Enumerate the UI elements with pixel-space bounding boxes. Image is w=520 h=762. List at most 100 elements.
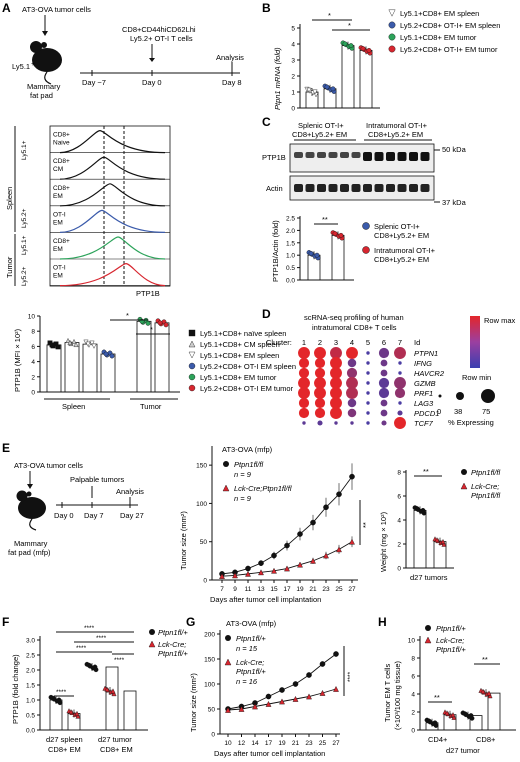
expression-dot [330,397,342,409]
expression-dot [330,377,342,389]
gene-label: IFNG [414,359,432,368]
day-label: Day 8 [222,78,242,87]
x-label: d27 spleen [46,735,83,744]
expression-dot [366,381,370,385]
actin-band [317,184,326,192]
data-point [336,546,342,553]
bar [469,715,483,731]
y-tick-label: 5 [291,26,295,33]
band-label: Actin [266,184,283,193]
data-point [450,712,456,718]
actin-band [409,184,418,192]
actin-band [351,184,361,192]
legend-marker [388,9,396,17]
data-point [258,560,264,566]
legend-label: Lck-Cre; [471,482,499,491]
y-tick-label: 100 [204,682,215,689]
x-tick-label: 21 [292,740,300,747]
host-label: Ly5.1 [12,62,30,71]
data-point [265,693,272,700]
expression-dot [350,421,354,425]
y-tick-label: 150 [196,463,207,470]
legend-label: Ptpn1fl/+ [158,628,188,637]
growth-lines [225,651,339,713]
panel-letter: G [186,615,195,629]
bar [105,666,119,731]
bar [359,50,373,109]
legend-marker [224,658,232,666]
day-label: Day 0 [54,511,74,520]
sig-star: ** [423,467,429,476]
band-label: PTP1B [262,153,286,162]
legend-label: Ptpn1fl/fl [471,468,501,477]
expression-dot [397,410,403,416]
expression-dot [380,409,388,417]
data-point [319,661,326,667]
y-axis-label: PTP1B (fold change) [11,654,20,724]
expression-dot [378,377,390,389]
data-point [349,538,355,545]
expression-dot [366,391,370,395]
y-ticks: 0 1 2 3 4 5 [291,26,300,113]
y-tick-label: 6 [397,494,401,501]
bars [424,687,501,731]
data-point [333,651,339,657]
series-name: Ptpn1fl/+ [236,667,266,676]
data-point [441,541,447,547]
expression-dot [330,387,342,399]
legend-label: Ly5.1+CD8+ EM tumor [200,373,277,382]
x-tick-label: 19 [296,586,304,593]
data-point [258,569,264,576]
ptp1b-band [305,152,315,158]
sig-star: **** [84,625,95,632]
legend-marker [362,246,370,254]
x-tick-label: 25 [319,740,327,747]
color-scale-min: Row min [462,373,491,382]
expression-dot [314,367,326,379]
cluster-number: 3 [334,338,338,347]
data-point [312,89,318,95]
legend-marker [460,482,468,490]
legend-label: Ly5.2+CD8+ OT-I EM spleen [200,362,296,371]
y-tick-label: 10 [28,314,36,321]
y-tick-label: 0 [411,728,415,735]
expression-dot [330,347,342,359]
expression-dot [366,421,370,425]
bar [413,509,427,569]
y-tick-label: 200 [204,632,215,639]
data-point [314,252,320,258]
x-tick-label: 27 [332,740,340,747]
x-tick-label: 25 [335,586,343,593]
row-label: CD8+ [53,158,70,165]
data-point [103,351,109,357]
actin-band [340,184,349,192]
legend-label: Lck-Cre; [436,636,464,645]
x-tick-label: 11 [245,586,252,593]
header: CD8+Ly5.2+ EM [292,130,347,139]
panel-letter: C [262,115,271,129]
y-tick-label: 100 [196,501,207,508]
actin-band [420,184,430,192]
sig-star: * [126,311,129,320]
panel-c: C Splenic OT-I+ CD8+Ly5.2+ EM Intratumor… [262,115,467,285]
y-tick-label: 50 [208,707,216,714]
data-point [306,672,312,678]
legend-label: Ly5.1+CD8+ naïve spleen [200,329,286,338]
x-tick-label: 10 [224,740,232,747]
legend-marker [222,484,230,492]
row-label: CD8+ [53,238,70,245]
x-label: CD8+ [476,735,496,744]
expression-dot [317,420,323,426]
legend-label: Ptpn1fl/+ [158,649,188,658]
histogram-curve [59,156,166,180]
bars [48,661,137,731]
data-point [451,714,457,720]
y-tick-label: 1.5 [286,240,295,247]
y-ticks: 0.0 0.5 1.0 1.5 2.0 2.5 [286,216,300,285]
series-n: n = 9 [234,470,252,479]
data-point [74,710,80,716]
data-point [480,688,486,694]
chart-title: AT3-OVA (mfp) [226,619,277,628]
expression-dot [298,387,310,399]
data-point [271,567,277,574]
